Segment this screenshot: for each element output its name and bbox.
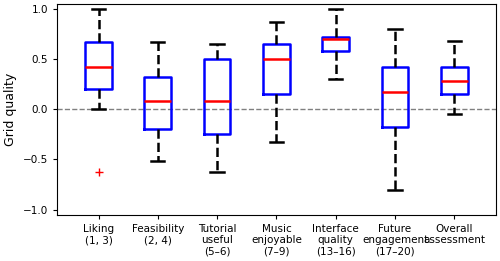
Y-axis label: Grid quality: Grid quality bbox=[4, 73, 17, 146]
